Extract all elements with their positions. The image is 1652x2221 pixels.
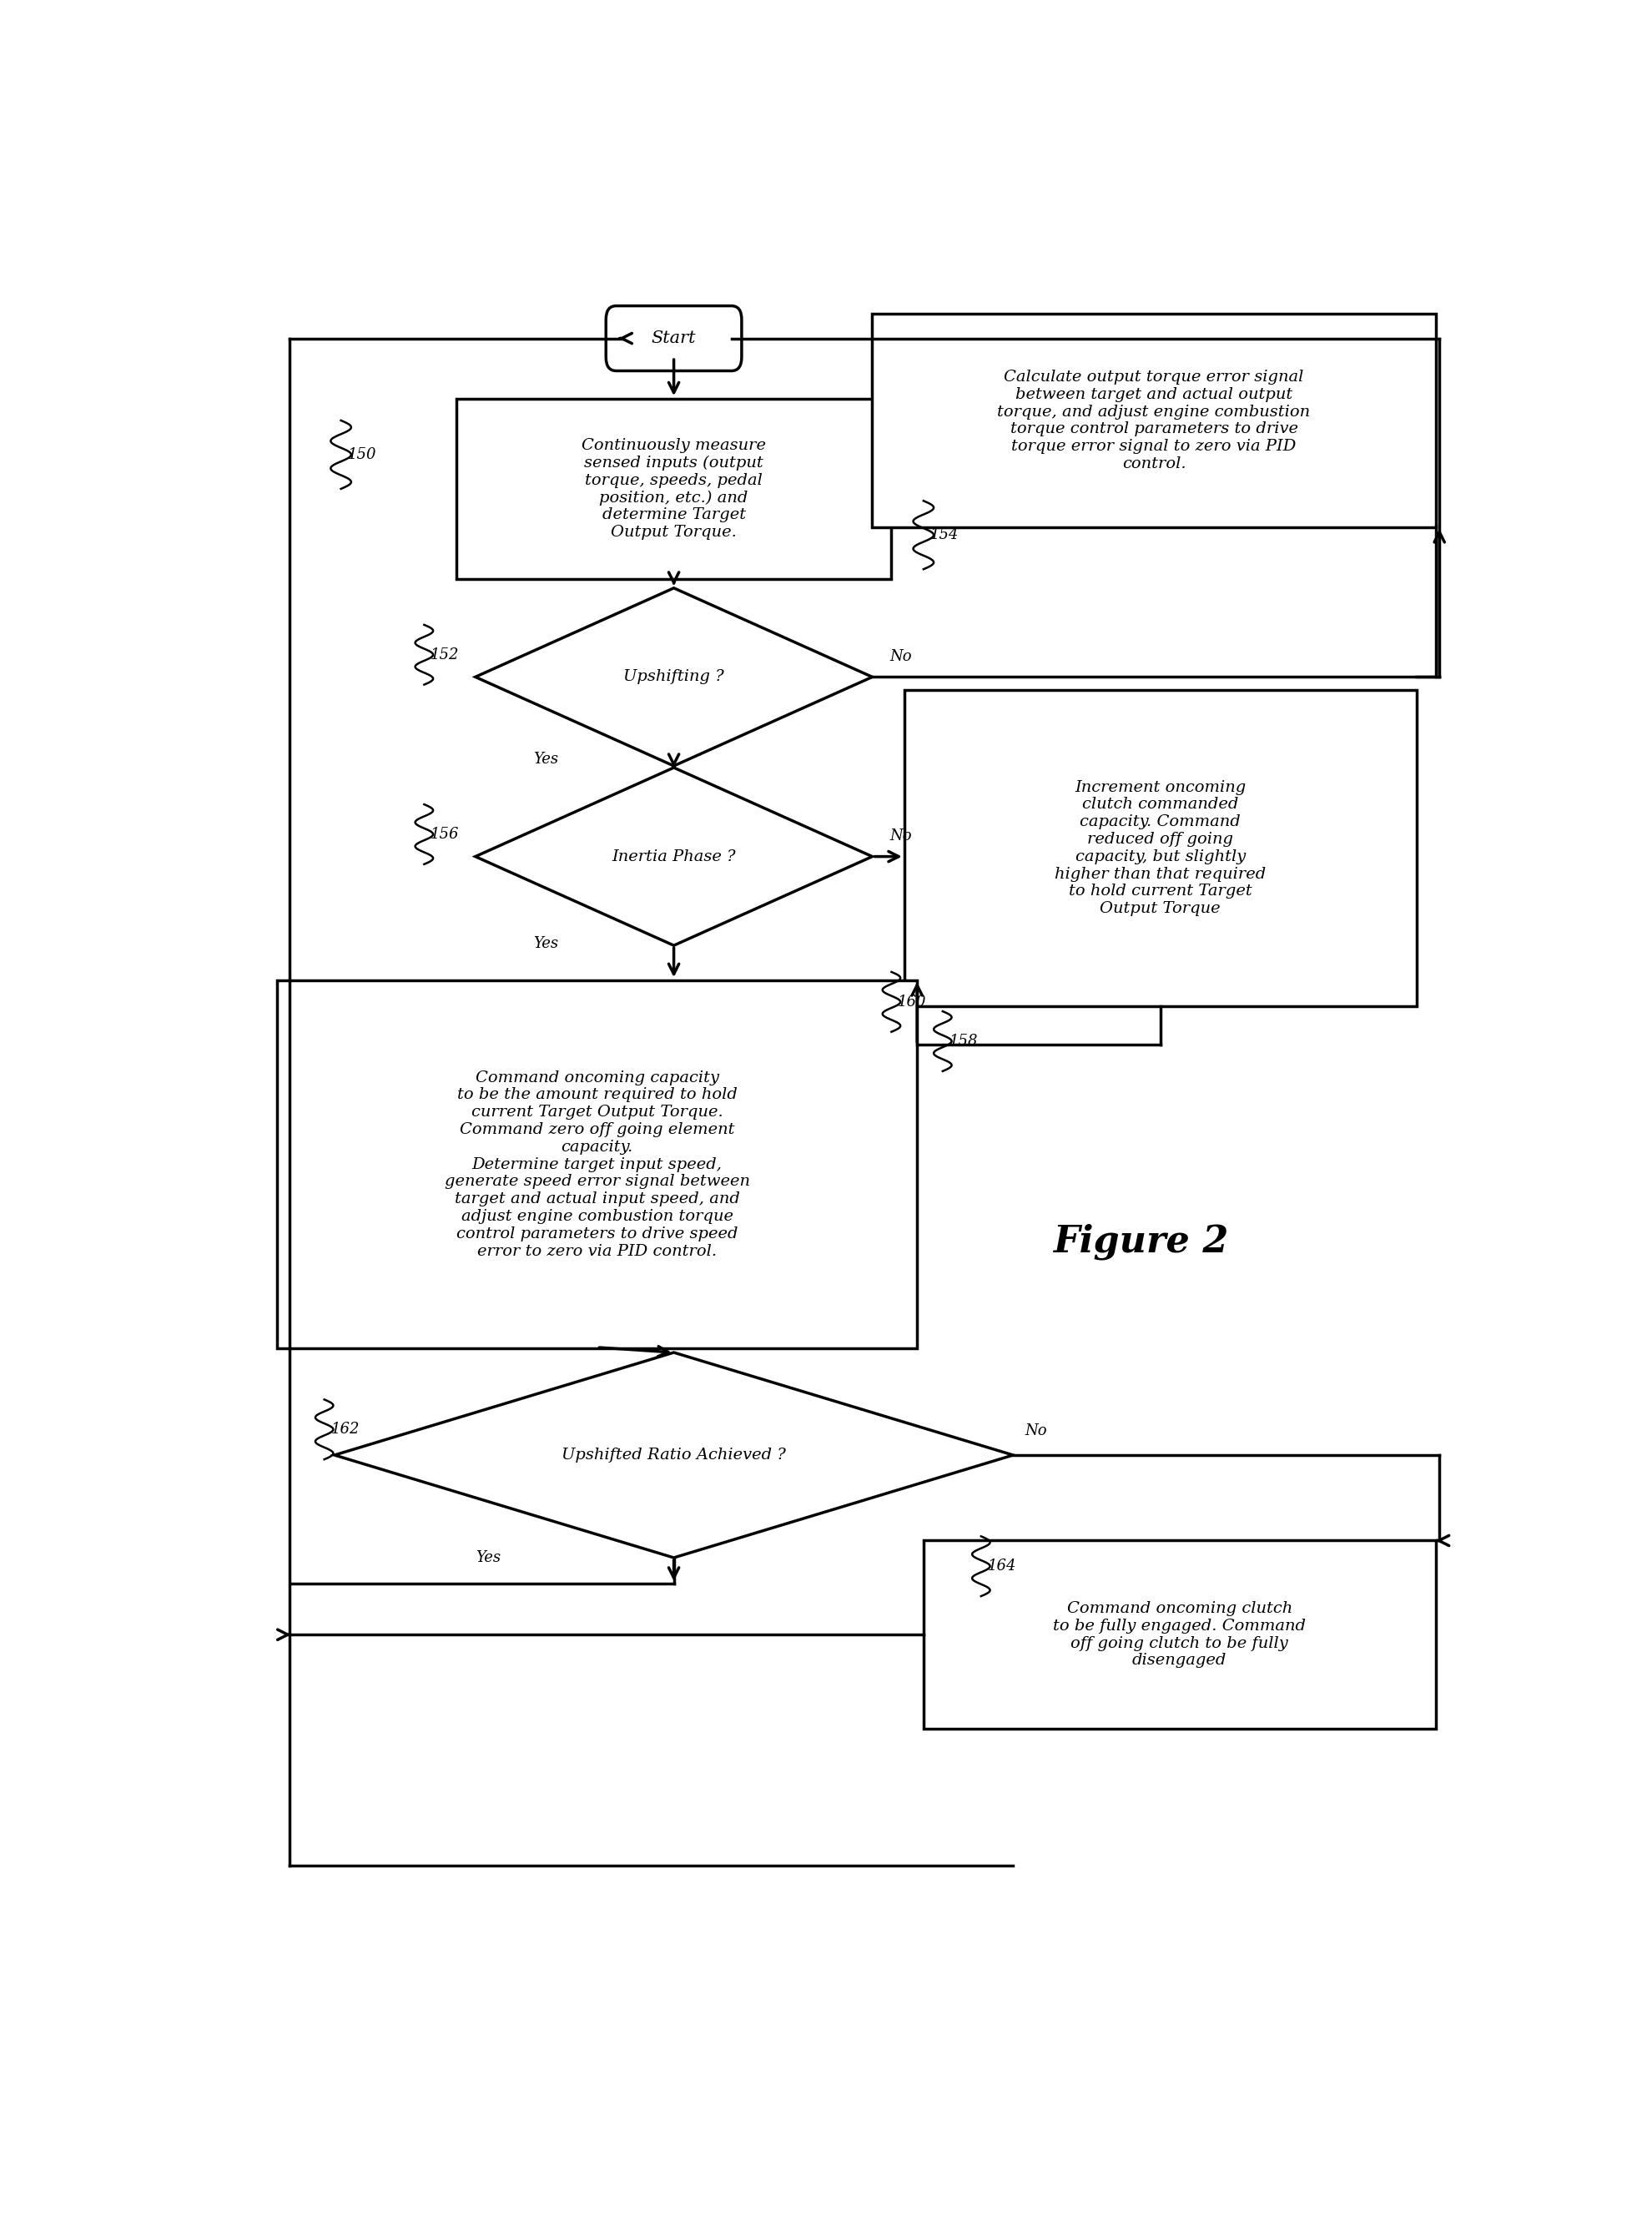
Text: 156: 156 <box>431 826 459 842</box>
Text: 162: 162 <box>330 1421 360 1437</box>
Text: No: No <box>889 828 912 844</box>
Text: 158: 158 <box>950 1033 978 1048</box>
Text: 152: 152 <box>431 646 459 662</box>
Text: 150: 150 <box>347 446 377 462</box>
Text: Start: Start <box>651 331 695 346</box>
FancyBboxPatch shape <box>872 313 1436 526</box>
Text: Upshifting ?: Upshifting ? <box>623 669 724 684</box>
Text: 164: 164 <box>988 1559 1016 1575</box>
Text: No: No <box>889 649 912 664</box>
FancyBboxPatch shape <box>904 691 1416 1006</box>
Text: Figure 2: Figure 2 <box>1054 1224 1229 1259</box>
Text: 154: 154 <box>930 529 958 542</box>
Polygon shape <box>476 768 872 946</box>
Text: Calculate output torque error signal
between target and actual output
torque, an: Calculate output torque error signal bet… <box>998 369 1310 471</box>
Text: Increment oncoming
clutch commanded
capacity. Command
reduced off going
capacity: Increment oncoming clutch commanded capa… <box>1054 780 1265 917</box>
Polygon shape <box>476 589 872 766</box>
FancyBboxPatch shape <box>923 1541 1436 1728</box>
Text: Command oncoming capacity
to be the amount required to hold
current Target Outpu: Command oncoming capacity to be the amou… <box>444 1071 750 1259</box>
FancyBboxPatch shape <box>606 306 742 371</box>
Polygon shape <box>334 1353 1013 1557</box>
Text: Continuously measure
sensed inputs (output
torque, speeds, pedal
position, etc.): Continuously measure sensed inputs (outp… <box>582 438 767 540</box>
Text: 160: 160 <box>899 995 927 1008</box>
Text: Inertia Phase ?: Inertia Phase ? <box>611 848 735 864</box>
Text: Yes: Yes <box>534 751 558 766</box>
Text: Upshifted Ratio Achieved ?: Upshifted Ratio Achieved ? <box>562 1448 786 1464</box>
Text: Command oncoming clutch
to be fully engaged. Command
off going clutch to be full: Command oncoming clutch to be fully enga… <box>1052 1601 1307 1668</box>
FancyBboxPatch shape <box>278 979 917 1348</box>
Text: No: No <box>1024 1424 1047 1439</box>
Text: Yes: Yes <box>476 1550 501 1566</box>
Text: Yes: Yes <box>534 937 558 951</box>
FancyBboxPatch shape <box>456 400 892 580</box>
